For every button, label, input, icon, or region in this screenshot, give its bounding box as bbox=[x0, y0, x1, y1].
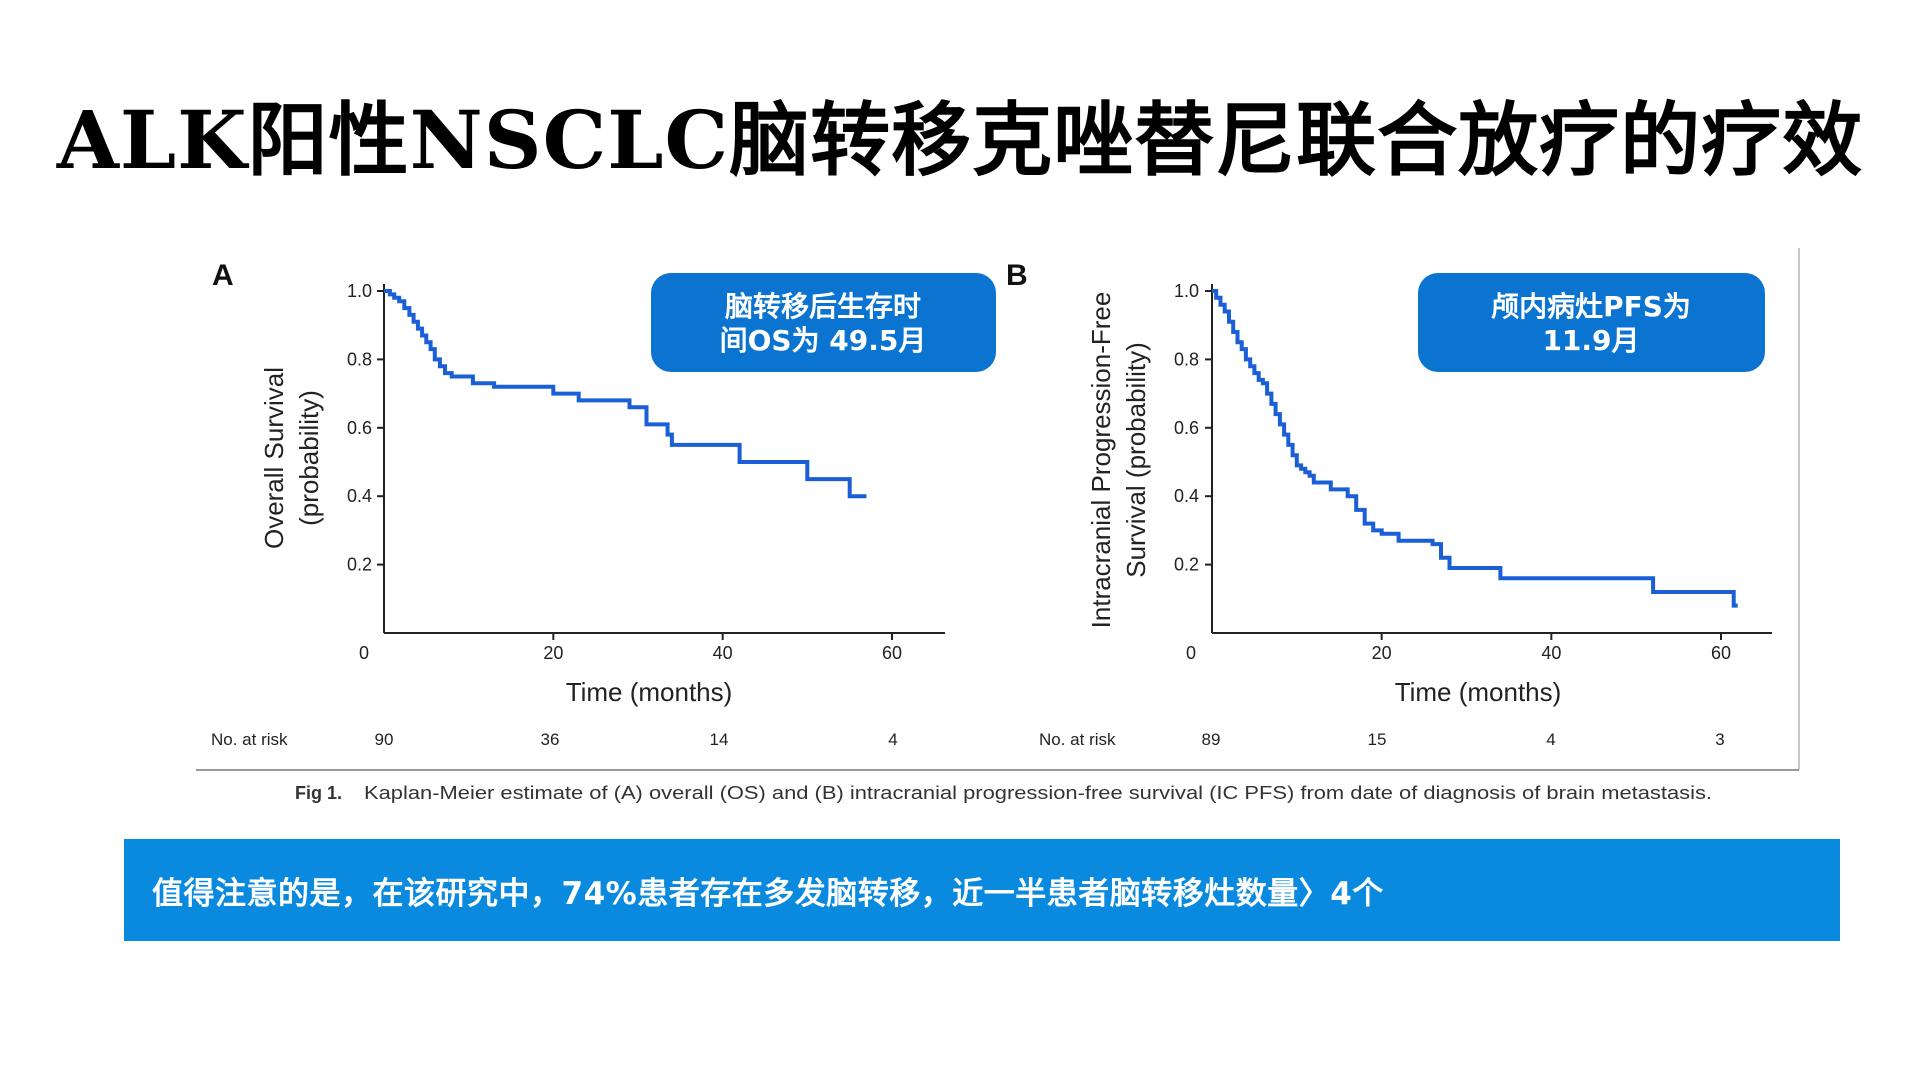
panel-b-axes bbox=[1211, 284, 1772, 634]
panel-a-letter: A bbox=[212, 259, 234, 292]
panel-a-os-curve bbox=[384, 289, 867, 499]
panel-b-y-axis-title-line2: Survival (probability) bbox=[1121, 342, 1151, 578]
panel-a-risk-value: 36 bbox=[541, 730, 560, 749]
panel-a-y-tick-label: 0.4 bbox=[347, 486, 372, 506]
panel-b-y-tick-label: 1.0 bbox=[1174, 281, 1199, 301]
highlight-banner: 值得注意的是，在该研究中，74%患者存在多发脑转移，近一半患者脑转移灶数量〉4个 bbox=[124, 839, 1840, 941]
panel-b-risk-value: 4 bbox=[1546, 730, 1555, 749]
panel-a-risk-value: 4 bbox=[888, 730, 897, 749]
panel-b-x-tick-label: 60 bbox=[1711, 643, 1731, 663]
panel-a-x-tick-label: 40 bbox=[713, 643, 733, 663]
panel-a: A 1.0 0.8 0.6 0.4 0.2 0 20 40 60 Time (months) O… bbox=[211, 259, 996, 749]
panel-a-axes bbox=[383, 284, 945, 634]
panel-a-x-axis-title: Time (months) bbox=[566, 677, 733, 707]
panel-b-x-axis-title: Time (months) bbox=[1395, 677, 1562, 707]
panel-b-callout-box bbox=[1418, 273, 1765, 372]
panel-a-callout-box bbox=[651, 273, 996, 372]
panel-a-y-axis-title-line2: (probability) bbox=[294, 390, 324, 526]
panel-b-x-tick-label: 40 bbox=[1541, 643, 1561, 663]
panel-b-y-tick-label: 0.2 bbox=[1174, 555, 1199, 575]
panel-a-risk-value: 90 bbox=[375, 730, 394, 749]
panel-a-risk-value: 14 bbox=[710, 730, 729, 749]
panel-b-risk-value: 15 bbox=[1368, 730, 1387, 749]
panel-b-y-tick-label: 0.8 bbox=[1174, 349, 1199, 369]
panel-a-x-tick-label: 20 bbox=[543, 643, 563, 663]
panel-b-risk-label: No. at risk bbox=[1039, 730, 1116, 749]
panel-a-x-tick-label: 0 bbox=[359, 643, 369, 663]
panel-b-risk-value: 89 bbox=[1202, 730, 1221, 749]
panel-b-callout: 颅内病灶PFS为 11.9月 bbox=[1418, 273, 1765, 372]
figure-caption: Fig 1. Kaplan-Meier estimate of (A) over… bbox=[295, 783, 1712, 803]
panel-a-risk-label: No. at risk bbox=[211, 730, 288, 749]
panel-a-y-tick-label: 0.6 bbox=[347, 418, 372, 438]
figure-caption-label: Fig 1. bbox=[295, 783, 342, 803]
panel-b-x-tick-label: 20 bbox=[1372, 643, 1392, 663]
panel-a-y-tick-label: 0.8 bbox=[347, 349, 372, 369]
panel-a-y-tick-label: 0.2 bbox=[347, 555, 372, 575]
panel-b-y-tick-label: 0.4 bbox=[1174, 486, 1199, 506]
slide-title: ALK阳性NSCLC脑转移克唑替尼联合放疗的疗效 bbox=[56, 93, 1864, 187]
panel-a-callout-line1: 脑转移后生存时 bbox=[725, 290, 921, 323]
figure-caption-text: Kaplan-Meier estimate of (A) overall (OS… bbox=[364, 783, 1712, 803]
panel-b-risk-value: 3 bbox=[1715, 730, 1724, 749]
panel-b-callout-line1: 颅内病灶PFS为 bbox=[1491, 290, 1691, 323]
panel-b: B 1.0 0.8 0.6 0.4 0.2 0 20 40 60 Time (months) I… bbox=[1006, 259, 1772, 749]
panel-b-callout-line2: 11.9月 bbox=[1542, 324, 1639, 357]
panel-b-x-tick-label: 0 bbox=[1186, 643, 1196, 663]
panel-a-y-axis-title-line1: Overall Survival bbox=[259, 367, 289, 549]
panel-a-risk-table: No. at risk 90 36 14 4 bbox=[211, 730, 898, 749]
panel-b-letter: B bbox=[1006, 259, 1028, 292]
panel-a-ticks: 1.0 0.8 0.6 0.4 0.2 0 20 40 60 bbox=[347, 281, 902, 663]
panel-b-y-axis-title-line1: Intracranial Progression-Free bbox=[1086, 292, 1116, 629]
panel-b-ticks: 1.0 0.8 0.6 0.4 0.2 0 20 40 60 bbox=[1174, 281, 1731, 663]
panel-b-ic-pfs-curve bbox=[1212, 289, 1738, 608]
panel-a-x-tick-label: 60 bbox=[882, 643, 902, 663]
panel-a-callout: 脑转移后生存时 间OS为 49.5月 bbox=[651, 273, 996, 372]
panel-a-callout-line2: 间OS为 49.5月 bbox=[720, 324, 927, 357]
highlight-banner-text: 值得注意的是，在该研究中，74%患者存在多发脑转移，近一半患者脑转移灶数量〉4个 bbox=[152, 875, 1384, 912]
panel-a-y-tick-label: 1.0 bbox=[347, 281, 372, 301]
panel-b-risk-table: No. at risk 89 15 4 3 bbox=[1039, 730, 1725, 749]
panel-b-y-tick-label: 0.6 bbox=[1174, 418, 1199, 438]
